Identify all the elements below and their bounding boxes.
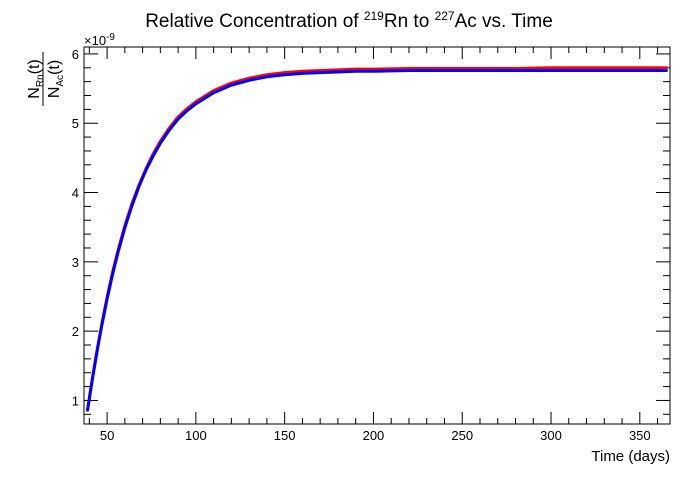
y-tick-label: 4 — [72, 186, 79, 201]
x-tick-label: 200 — [363, 428, 385, 443]
x-axis-title: Time (days) — [591, 448, 670, 465]
series-layer — [86, 66, 668, 412]
y-tick-label: 3 — [72, 255, 79, 270]
ticks-layer: 50 100 150 200 250 300 350 1 2 3 4 5 6 — [72, 47, 670, 443]
series-line-0 — [86, 66, 668, 412]
y-multiplier: ×10-9 — [84, 32, 115, 48]
x-tick-label: 50 — [100, 428, 114, 443]
x-tick-label: 250 — [451, 428, 473, 443]
y-tick-label: 2 — [72, 324, 79, 339]
y-axis-title: NRn(t) NAc(t) — [26, 52, 66, 106]
y-title-numerator: NRn(t) — [26, 59, 46, 98]
y-tick-label: 6 — [72, 47, 79, 62]
series-line-1 — [86, 69, 668, 412]
x-tick-label: 300 — [540, 428, 562, 443]
y-tick-label: 5 — [72, 116, 79, 131]
x-tick-label: 350 — [629, 428, 651, 443]
x-tick-label: 100 — [185, 428, 207, 443]
plot-frame — [83, 46, 671, 425]
y-tick-label: 1 — [72, 393, 79, 408]
y-title-denominator: NAc(t) — [46, 60, 66, 98]
chart-title: Relative Concentration of 219Rn to 227Ac… — [145, 9, 553, 32]
x-tick-label: 150 — [274, 428, 296, 443]
